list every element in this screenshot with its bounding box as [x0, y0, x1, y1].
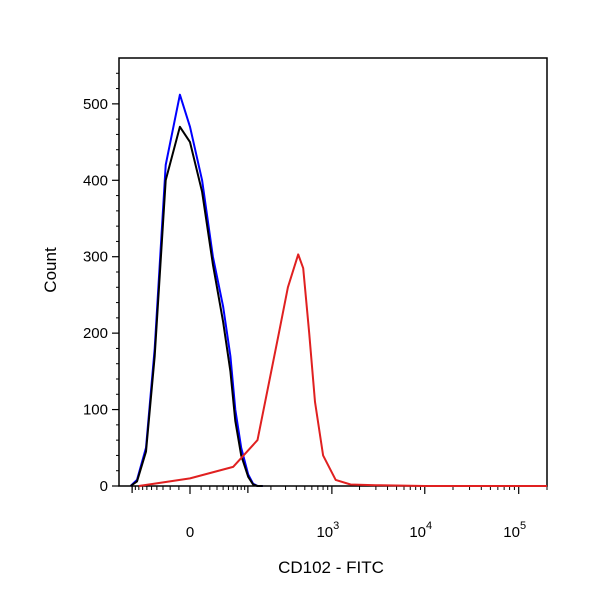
y-tick-label: 200 — [83, 325, 108, 342]
x-axis-minor-ticks — [131, 486, 548, 493]
y-axis-tick-labels: 0 100 200 300 400 500 — [83, 96, 108, 495]
y-tick-label: 500 — [83, 96, 108, 113]
y-axis-minor-ticks — [116, 72, 119, 472]
y-axis-major-ticks — [112, 103, 119, 487]
histogram-series — [129, 93, 547, 487]
x-tick-label: 104 — [409, 520, 432, 541]
series-line-0 — [129, 93, 263, 487]
x-axis-tick-labels: 0 103 104 105 — [186, 520, 526, 541]
y-tick-label: 100 — [83, 402, 108, 419]
x-tick-label: 105 — [503, 520, 526, 541]
x-axis-title: CD102 - FITC — [278, 558, 384, 577]
series-line-1 — [130, 125, 263, 487]
y-tick-label: 400 — [83, 172, 108, 189]
plot-frame — [118, 57, 548, 487]
x-tick-label: 0 — [186, 524, 194, 541]
y-tick-label: 300 — [83, 249, 108, 266]
x-tick-label: 103 — [316, 520, 339, 541]
y-tick-label: 0 — [100, 478, 108, 495]
y-axis-title: Count — [41, 247, 60, 293]
x-axis-major-ticks — [189, 486, 520, 494]
series-line-2 — [138, 253, 547, 487]
